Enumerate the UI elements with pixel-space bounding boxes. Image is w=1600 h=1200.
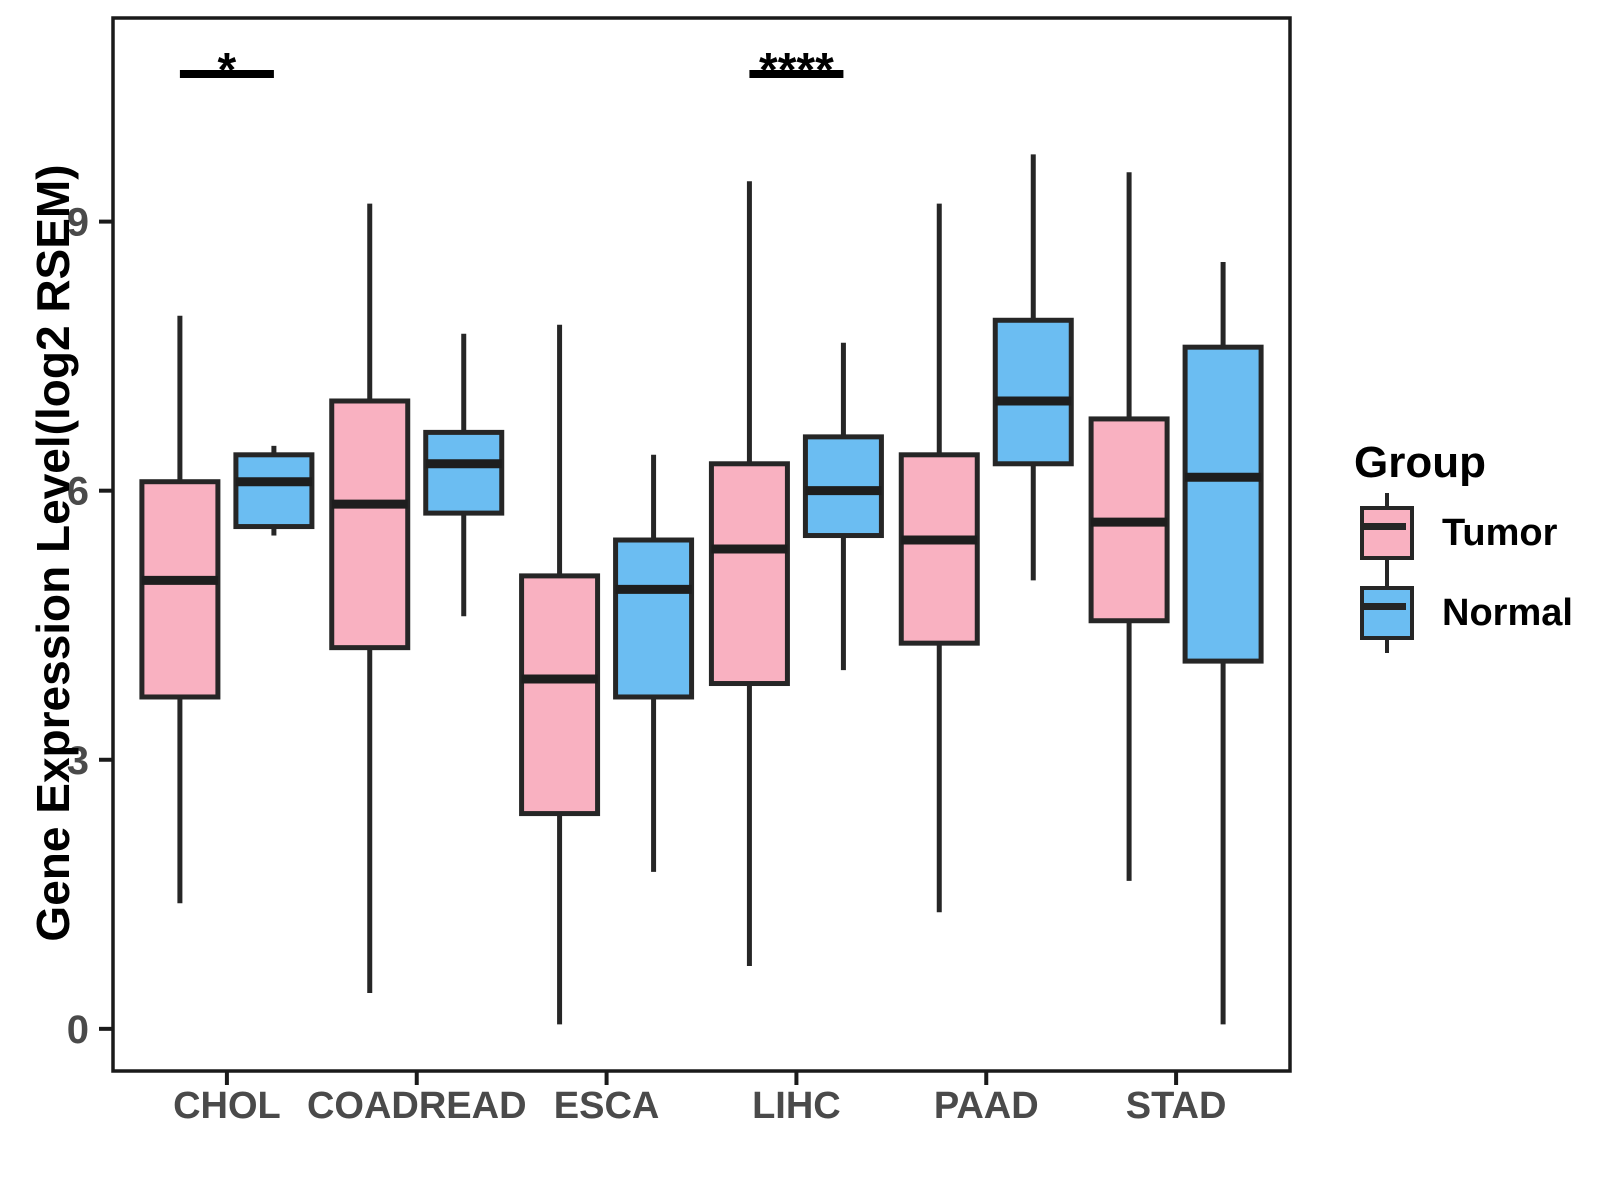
x-tick-label-CHOL: CHOL	[173, 1085, 281, 1127]
box-tumor-CHOL	[139, 479, 221, 700]
box-normal-COADREAD	[423, 429, 505, 516]
y-tick-label: 0	[67, 1008, 89, 1052]
box-normal-PAAD	[992, 317, 1074, 467]
normal-boxplot-key-icon	[1360, 573, 1414, 653]
box-tumor-COADREAD	[329, 398, 411, 651]
box-tumor-PAAD	[898, 452, 980, 646]
x-tick-label-STAD: STAD	[1126, 1085, 1227, 1127]
significance-label-LIHC: ****	[759, 44, 834, 97]
x-tick-label-ESCA: ESCA	[554, 1085, 660, 1127]
legend: Group Tumor Normal	[1330, 438, 1590, 666]
x-tick-label-PAAD: PAAD	[934, 1085, 1039, 1127]
significance-label-CHOL: *	[218, 44, 237, 97]
x-tick-label-COADREAD: COADREAD	[307, 1085, 527, 1127]
y-tick-label: 6	[67, 470, 89, 514]
legend-label-normal: Normal	[1442, 591, 1573, 634]
box-tumor-ESCA	[519, 573, 601, 817]
panel-border	[111, 16, 1292, 1073]
y-tick-label: 9	[67, 201, 89, 245]
legend-entry-tumor: Tumor	[1330, 493, 1590, 573]
legend-entry-normal: Normal	[1330, 573, 1590, 653]
box-normal-ESCA	[613, 537, 695, 700]
box-tumor-LIHC	[708, 461, 790, 687]
box-normal-STAD	[1182, 344, 1264, 664]
legend-label-tumor: Tumor	[1442, 511, 1558, 554]
box-normal-CHOL	[233, 452, 315, 530]
y-tick-label: 3	[67, 739, 89, 783]
legend-title: Group	[1354, 438, 1486, 487]
x-tick-label-LIHC: LIHC	[752, 1085, 841, 1127]
y-axis-title: Gene Expression Level(log2 RSEM)	[27, 164, 79, 942]
tumor-boxplot-key-icon	[1360, 493, 1414, 573]
